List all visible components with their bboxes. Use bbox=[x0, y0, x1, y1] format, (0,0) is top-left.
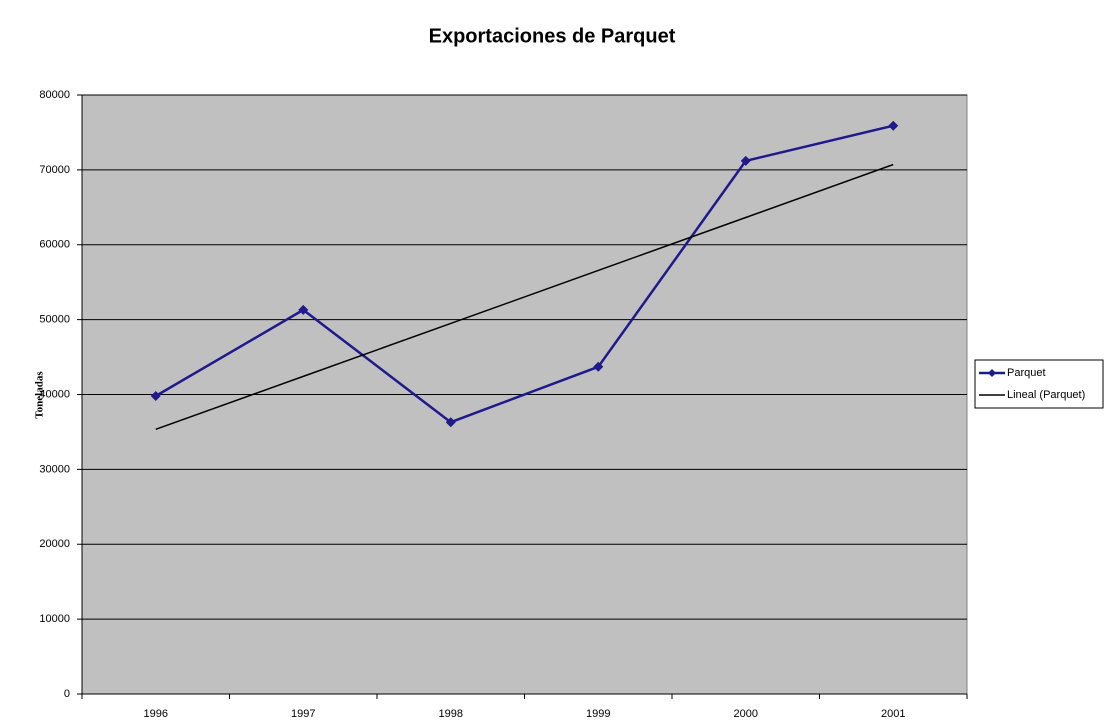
y-tick-label: 20000 bbox=[39, 538, 70, 550]
x-tick-label: 1999 bbox=[586, 708, 610, 720]
y-tick-label: 70000 bbox=[39, 164, 70, 176]
legend-marker bbox=[988, 369, 996, 377]
series-line bbox=[155, 163, 894, 431]
y-tick-label: 40000 bbox=[39, 388, 70, 400]
y-axis-label: Toneladas bbox=[34, 371, 46, 419]
point-marker bbox=[593, 361, 604, 372]
y-tick-label: 30000 bbox=[39, 463, 70, 475]
point-marker bbox=[298, 304, 309, 315]
y-tick-label: 60000 bbox=[39, 239, 70, 251]
x-tick-label: 1997 bbox=[291, 708, 315, 720]
y-tick-label: 10000 bbox=[39, 613, 70, 625]
x-tick-label: 1996 bbox=[144, 708, 168, 720]
x-tick-label: 2001 bbox=[881, 708, 905, 720]
legend-label: Lineal (Parquet) bbox=[1007, 389, 1085, 401]
x-tick-label: 2000 bbox=[734, 708, 758, 720]
point-marker bbox=[445, 417, 456, 428]
point-marker bbox=[150, 390, 161, 401]
legend-box bbox=[974, 359, 1104, 409]
point-marker bbox=[740, 155, 751, 166]
point-marker bbox=[888, 120, 899, 131]
y-tick-label: 50000 bbox=[39, 314, 70, 326]
y-tick-label: 0 bbox=[64, 688, 70, 700]
legend-label: Parquet bbox=[1007, 367, 1046, 379]
x-tick-label: 1998 bbox=[439, 708, 463, 720]
chart-title: Exportaciones de Parquet bbox=[429, 25, 676, 47]
series-line bbox=[155, 124, 894, 424]
y-tick-label: 80000 bbox=[39, 89, 70, 101]
